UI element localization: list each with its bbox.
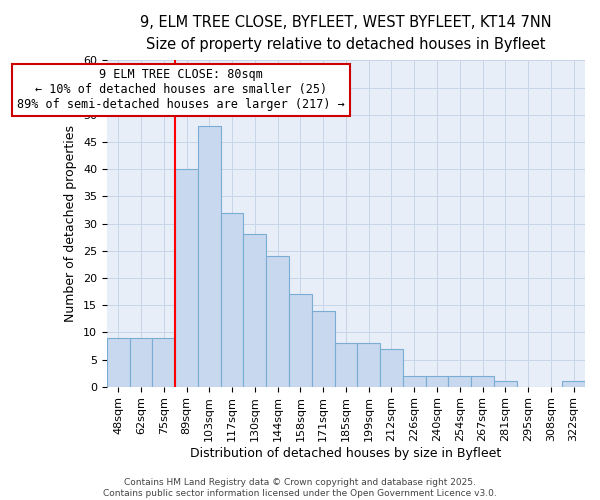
- Bar: [130, 338, 152, 386]
- Title: 9, ELM TREE CLOSE, BYFLEET, WEST BYFLEET, KT14 7NN
Size of property relative to : 9, ELM TREE CLOSE, BYFLEET, WEST BYFLEET…: [140, 15, 552, 52]
- Bar: [198, 126, 221, 386]
- Bar: [221, 212, 244, 386]
- Bar: [312, 310, 335, 386]
- Bar: [471, 376, 494, 386]
- Bar: [335, 343, 357, 386]
- Bar: [494, 382, 517, 386]
- Bar: [107, 338, 130, 386]
- Bar: [380, 348, 403, 387]
- Text: Contains HM Land Registry data © Crown copyright and database right 2025.
Contai: Contains HM Land Registry data © Crown c…: [103, 478, 497, 498]
- X-axis label: Distribution of detached houses by size in Byfleet: Distribution of detached houses by size …: [190, 447, 502, 460]
- Text: 9 ELM TREE CLOSE: 80sqm
← 10% of detached houses are smaller (25)
89% of semi-de: 9 ELM TREE CLOSE: 80sqm ← 10% of detache…: [17, 68, 345, 112]
- Bar: [562, 382, 585, 386]
- Bar: [448, 376, 471, 386]
- Y-axis label: Number of detached properties: Number of detached properties: [64, 125, 77, 322]
- Bar: [357, 343, 380, 386]
- Bar: [425, 376, 448, 386]
- Bar: [175, 169, 198, 386]
- Bar: [152, 338, 175, 386]
- Bar: [403, 376, 425, 386]
- Bar: [266, 256, 289, 386]
- Bar: [244, 234, 266, 386]
- Bar: [289, 294, 312, 386]
